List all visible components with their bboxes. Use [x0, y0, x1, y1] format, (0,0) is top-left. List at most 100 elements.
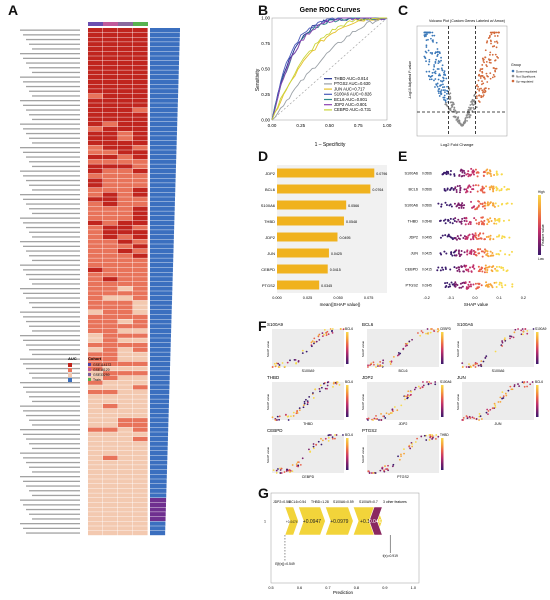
dependence-point: [368, 472, 371, 474]
heatmap-cell: [118, 516, 133, 522]
heatmap-cell: [118, 126, 133, 131]
dependence-point: [326, 381, 329, 384]
row-label: [23, 128, 80, 130]
heatmap-cell: [103, 248, 118, 254]
dependence-colorbar: [441, 438, 444, 470]
beeswarm-category: PTGS2: [406, 283, 418, 287]
heatmap-cell: [88, 70, 103, 75]
volcano-point: [478, 73, 481, 76]
heatmap-cell: [133, 267, 148, 272]
beeswarm-point: [450, 205, 453, 208]
beeswarm-point: [495, 187, 498, 190]
heatmap-cell: [118, 253, 133, 258]
heatmap-cell: [118, 380, 133, 385]
heatmap-cell: [103, 206, 118, 211]
dependence-colorbar: [441, 332, 444, 364]
heatmap-cell: [118, 32, 133, 37]
beeswarm-point: [483, 191, 486, 194]
heatmap-cell: [88, 418, 103, 423]
beeswarm-point: [437, 202, 440, 205]
beeswarm-point: [477, 200, 480, 203]
heatmap-cell: [118, 248, 133, 254]
beeswarm-point: [465, 173, 468, 176]
beeswarm-point: [472, 249, 475, 252]
volcano-point: [453, 108, 455, 111]
beeswarm-point: [478, 283, 481, 286]
auc-bar: [150, 366, 170, 371]
heatmap-cell: [88, 206, 103, 211]
heatmap-cell: [118, 56, 133, 61]
heatmap-cell: [88, 530, 103, 536]
force-segment-2: [324, 506, 354, 536]
heatmap-cell: [133, 98, 148, 103]
dependence-point: [301, 349, 304, 352]
heatmap-cell: [103, 230, 118, 235]
beeswarm-point: [458, 249, 461, 252]
roc-legend-label: THBD AUC=0.814: [334, 76, 369, 81]
beeswarm-point: [486, 252, 489, 255]
beeswarm-point: [449, 268, 452, 271]
beeswarm-point: [498, 220, 501, 223]
beeswarm-point: [486, 268, 489, 271]
beeswarm-point: [492, 254, 495, 257]
dependence-plot-area: [367, 382, 439, 420]
heatmap-cell: [118, 408, 133, 413]
chart-c-volcano: Volcano Plot (Custom Genes Labeled w/ Ar…: [408, 19, 538, 147]
beeswarm-point: [462, 270, 465, 273]
heatmap-cell: [103, 136, 118, 141]
dependence-colorby: BCL6: [345, 327, 353, 331]
beeswarm-point: [465, 235, 468, 238]
dependence-point: [411, 443, 414, 445]
auc-bar: [150, 37, 180, 42]
beeswarm-point: [476, 287, 479, 290]
auc-bar: [150, 230, 175, 235]
heatmap-cell: [103, 42, 118, 47]
row-label: [20, 147, 80, 149]
cohort-header-3: [133, 22, 148, 26]
shap-bar-value: 0.0548: [346, 220, 357, 224]
row-label: [29, 372, 80, 374]
volcano-point: [430, 78, 433, 81]
dependence-point: [279, 467, 281, 470]
auc-bar: [150, 136, 177, 141]
beeswarm-point: [461, 217, 464, 220]
shap-bar-value: 0.0345: [321, 284, 332, 288]
shap-bar-category: PTGS2: [262, 283, 276, 288]
dependence-point: [509, 337, 511, 340]
heatmap-cell: [118, 131, 133, 136]
heatmap-cell: [103, 507, 118, 512]
auc-bar: [150, 436, 168, 442]
auc-bar: [150, 502, 166, 507]
heatmap-cell: [133, 164, 148, 169]
volcano-point: [427, 38, 429, 41]
auc-bar: [150, 347, 171, 352]
volcano-legend-label-2: Up-regulated: [516, 79, 534, 83]
heatmap-cell: [88, 314, 103, 319]
dependence-point: [509, 385, 512, 388]
beeswarm-point: [502, 266, 505, 269]
dependence-point: [283, 471, 286, 473]
dependence-xlabel: BCL6: [399, 369, 408, 373]
heatmap-cell: [88, 32, 103, 37]
beeswarm-point: [467, 223, 470, 226]
dependence-point: [409, 447, 412, 450]
beeswarm-point: [487, 283, 490, 286]
dependence-title: THBD: [267, 375, 280, 380]
dependence-point: [406, 395, 408, 398]
volcano-point: [490, 42, 492, 45]
beeswarm-point: [449, 217, 452, 220]
dependence-point: [487, 413, 489, 416]
force-feature-label: 3 other features: [383, 500, 407, 504]
heatmap-cell: [103, 516, 118, 522]
dependence-point: [299, 463, 302, 466]
heatmap-cell: [103, 253, 118, 258]
heatmap-cell: [118, 338, 133, 343]
beeswarm-point: [481, 250, 484, 253]
row-label: [26, 461, 80, 464]
roc-xtick: 0.00: [268, 123, 277, 128]
dependence-point: [396, 409, 399, 412]
dependence-point: [323, 328, 326, 331]
beeswarm-point: [445, 173, 448, 176]
beeswarm-point: [456, 185, 459, 188]
heatmap-cell: [133, 258, 148, 263]
